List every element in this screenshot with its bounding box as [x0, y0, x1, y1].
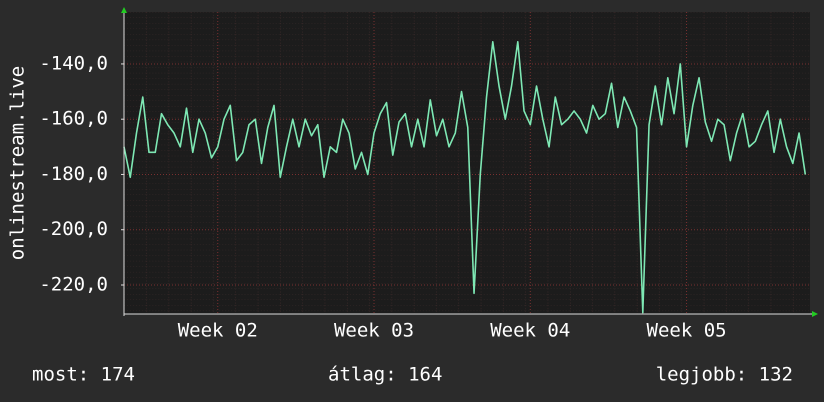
x-tick-label: Week 02 [178, 320, 258, 342]
y-tick-label: -200,0 [39, 218, 108, 240]
series-line [123, 41, 807, 314]
grid [121, 12, 810, 314]
x-tick-label: Week 04 [490, 320, 570, 342]
y-axis-label: onlinestream.live [7, 66, 29, 260]
y-tick-label: -140,0 [39, 52, 108, 74]
y-tick-label: -160,0 [39, 108, 108, 130]
x-arrow [812, 311, 818, 317]
stat-now: most: 174 [32, 364, 135, 386]
y-tick-label: -220,0 [39, 273, 108, 295]
minor-grid [124, 12, 810, 314]
stat-best: legjobb: 132 [656, 364, 793, 386]
y-tick-label: -180,0 [39, 163, 108, 185]
stat-avg: átlag: 164 [328, 364, 442, 386]
y-arrow [121, 7, 127, 13]
plot [123, 41, 807, 314]
x-tick-label: Week 05 [647, 320, 727, 342]
x-tick-label: Week 03 [334, 320, 414, 342]
